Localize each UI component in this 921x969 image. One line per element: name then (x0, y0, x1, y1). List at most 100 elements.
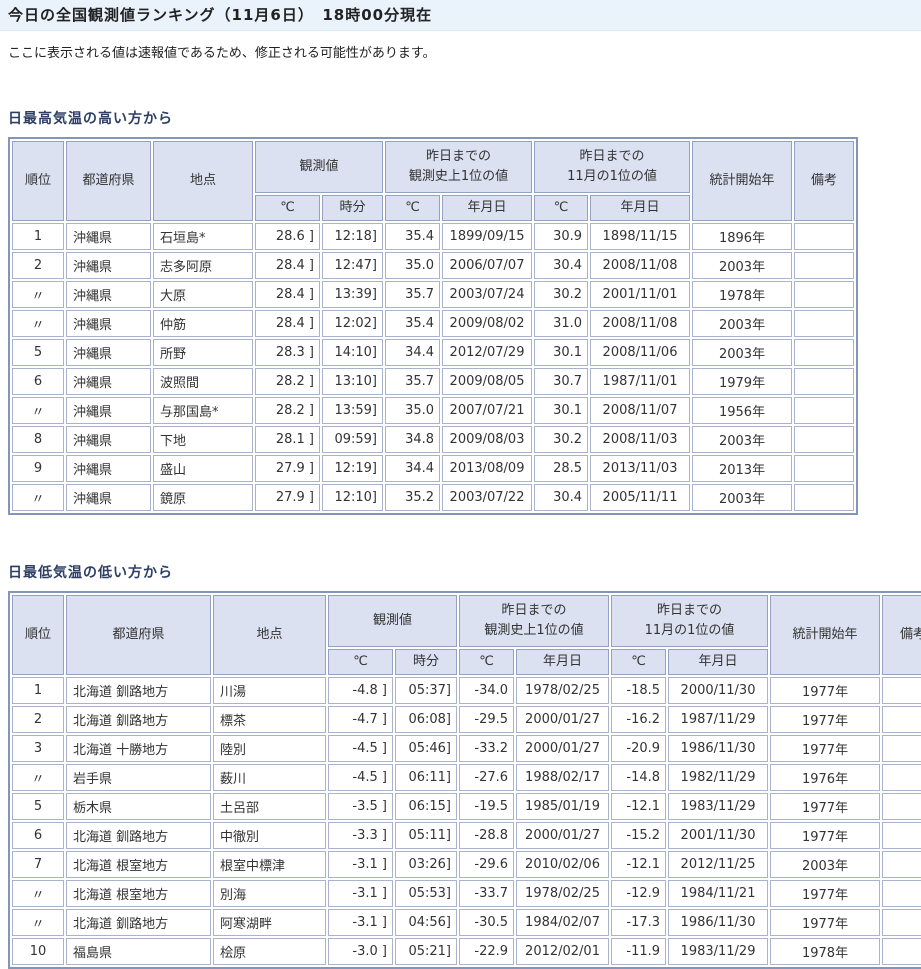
table-row: 〃岩手県 薮川 -4.5 ] 06:11] -27.6 1988/02/17 -14.8 19… (12, 764, 921, 792)
col-header-station: 地点 (213, 595, 326, 676)
cell-observed-temp: 28.2 ] (255, 368, 320, 396)
col-header-stat-start: 統計開始年 (692, 141, 793, 222)
cell-observed-temp: 28.2 ] (255, 397, 320, 425)
cell-record-temp: 34.8 (385, 426, 441, 454)
col-subheader-deg: ℃ (534, 195, 589, 222)
cell-remarks (794, 397, 855, 425)
cell-nov-record-date: 2001/11/30 (668, 822, 769, 850)
cell-station: 与那国島* (153, 397, 253, 425)
col-header-remarks: 備考 (882, 595, 921, 676)
col-subheader-date: 年月日 (590, 195, 691, 222)
col-subheader-deg: ℃ (385, 195, 441, 222)
cell-remarks (882, 938, 921, 966)
cell-station: 川湯 (213, 677, 326, 705)
cell-station: 波照間 (153, 368, 253, 396)
cell-rank: 1 (12, 677, 64, 705)
cell-remarks (794, 484, 855, 512)
col-subheader-deg: ℃ (255, 195, 320, 222)
cell-observed-time: 03:26] (395, 851, 458, 879)
cell-record-temp: -22.9 (459, 938, 515, 966)
cell-nov-record-date: 1983/11/29 (668, 938, 769, 966)
cell-record-date: 2010/02/06 (516, 851, 610, 879)
cell-remarks (882, 822, 921, 850)
cell-remarks (882, 909, 921, 937)
cell-nov-record-temp: -20.9 (611, 735, 667, 763)
cell-prefecture: 沖縄県 (66, 223, 151, 251)
cell-nov-record-date: 2008/11/03 (590, 426, 691, 454)
cell-prefecture: 栃木県 (66, 793, 211, 821)
cell-stat-start-year: 2003年 (692, 426, 793, 454)
cell-stat-start-year: 2003年 (692, 252, 793, 280)
cell-remarks (882, 793, 921, 821)
cell-rank: 7 (12, 851, 64, 879)
table-row: 〃沖縄県 大原 28.4 ] 13:39] 35.7 2003/07/24 30.2 2001… (12, 281, 855, 309)
cell-nov-record-temp: -17.3 (611, 909, 667, 937)
cell-nov-record-temp: -11.9 (611, 938, 667, 966)
cell-station: 石垣島* (153, 223, 253, 251)
cell-rank: 3 (12, 735, 64, 763)
cell-nov-record-date: 1986/11/30 (668, 909, 769, 937)
cell-nov-record-date: 1987/11/29 (668, 706, 769, 734)
page-title-bar: 今日の全国観測値ランキング（11月6日） 18時00分現在 (0, 0, 921, 31)
table-row: 2 北海道 釧路地方 標茶 -4.7 ] 06:08] -29.5 2000/01/27 -1… (12, 706, 921, 734)
cell-observed-time: 05:11] (395, 822, 458, 850)
cell-stat-start-year: 1956年 (692, 397, 793, 425)
cell-prefecture: 沖縄県 (66, 397, 151, 425)
table-row: 1 北海道 釧路地方 川湯 -4.8 ] 05:37] -34.0 1978/02/25 -1… (12, 677, 921, 705)
table-header: 順位 都道府県 地点 観測値 昨日までの 観測史上1位の値 昨日までの 11月の1位… (12, 595, 921, 676)
cell-nov-record-date: 2008/11/08 (590, 310, 691, 338)
cell-rank: 〃 (12, 281, 64, 309)
col-header-record-nov: 昨日までの 11月の1位の値 (611, 595, 769, 648)
cell-nov-record-date: 2000/11/30 (668, 677, 769, 705)
col-header-prefecture: 都道府県 (66, 595, 211, 676)
table-row: 10 福島県 桧原 -3.0 ] 05:21] -22.9 2012/02/01 -11.9 1… (12, 938, 921, 966)
cell-prefecture: 北海道 釧路地方 (66, 677, 211, 705)
cell-remarks (794, 426, 855, 454)
cell-remarks (882, 677, 921, 705)
cell-prefecture: 岩手県 (66, 764, 211, 792)
cell-station: 鏡原 (153, 484, 253, 512)
cell-stat-start-year: 2003年 (692, 339, 793, 367)
cell-record-date: 1984/02/07 (516, 909, 610, 937)
cell-nov-record-temp: 30.2 (534, 281, 589, 309)
cell-observed-temp: 27.9 ] (255, 455, 320, 483)
cell-prefecture: 沖縄県 (66, 252, 151, 280)
cell-stat-start-year: 2013年 (692, 455, 793, 483)
cell-observed-time: 14:10] (322, 339, 384, 367)
cell-rank: 〃 (12, 764, 64, 792)
cell-rank: 9 (12, 455, 64, 483)
cell-observed-time: 12:02] (322, 310, 384, 338)
cell-station: 大原 (153, 281, 253, 309)
record-nov-line1: 昨日までの (657, 603, 723, 618)
cell-record-temp: -34.0 (459, 677, 515, 705)
high-temp-table: 順位 都道府県 地点 観測値 昨日までの 観測史上1位の値 昨日までの 11月の1位… (8, 137, 859, 516)
cell-observed-time: 06:08] (395, 706, 458, 734)
cell-stat-start-year: 2003年 (692, 484, 793, 512)
cell-record-date: 1985/01/19 (516, 793, 610, 821)
cell-record-date: 1988/02/17 (516, 764, 610, 792)
table-header: 順位 都道府県 地点 観測値 昨日までの 観測史上1位の値 昨日までの 11月の1位… (12, 141, 855, 222)
cell-remarks (794, 310, 855, 338)
cell-nov-record-date: 1898/11/15 (590, 223, 691, 251)
col-subheader-deg: ℃ (328, 649, 393, 676)
col-subheader-date: 年月日 (668, 649, 769, 676)
cell-prefecture: 北海道 釧路地方 (66, 706, 211, 734)
cell-station: 下地 (153, 426, 253, 454)
cell-station: 桧原 (213, 938, 326, 966)
cell-stat-start-year: 1977年 (770, 822, 881, 850)
cell-nov-record-date: 2013/11/03 (590, 455, 691, 483)
record-nov-line2: 11月の1位の値 (567, 169, 657, 184)
cell-record-date: 2000/01/27 (516, 706, 610, 734)
cell-record-date: 2009/08/03 (442, 426, 533, 454)
cell-record-date: 2009/08/02 (442, 310, 533, 338)
cell-stat-start-year: 1896年 (692, 223, 793, 251)
table-row: 6 北海道 釧路地方 中徹別 -3.3 ] 05:11] -28.8 2000/01/27-… (12, 822, 921, 850)
record-nov-line1: 昨日までの (579, 148, 645, 164)
cell-observed-temp: 28.1 ] (255, 426, 320, 454)
col-subheader-date: 年月日 (442, 195, 533, 222)
cell-nov-record-temp: 30.4 (534, 484, 589, 512)
cell-record-temp: -19.5 (459, 793, 515, 821)
table-row: 5 栃木県 土呂部 -3.5 ] 06:15] -19.5 1985/01/19 -12.1 1… (12, 793, 921, 821)
cell-record-temp: 35.7 (385, 281, 441, 309)
cell-stat-start-year: 1977年 (770, 677, 881, 705)
